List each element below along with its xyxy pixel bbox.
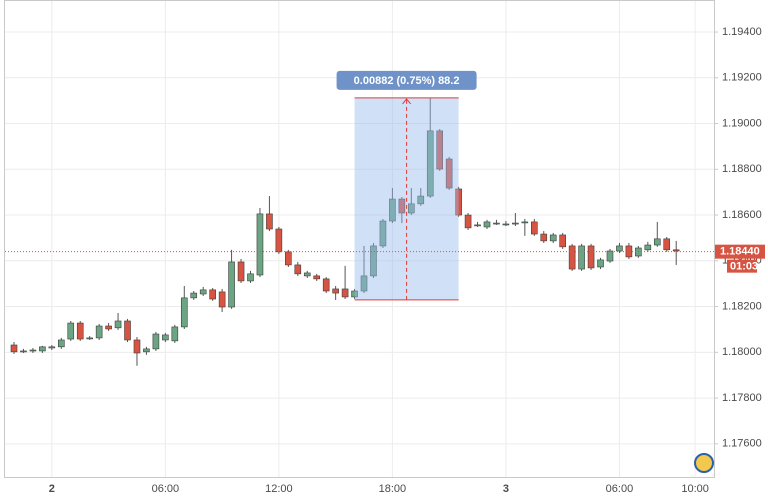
x-tick-label: 2 [49, 483, 55, 495]
y-tick-label: 1.17600 [722, 438, 762, 450]
candle-body [663, 238, 671, 251]
candle-body [247, 273, 254, 282]
candle-body [672, 249, 680, 252]
y-tick-label: 1.19400 [722, 26, 762, 38]
candle-body [341, 288, 349, 298]
candle-body [152, 333, 160, 350]
last-price-label: 1.18440 [720, 246, 760, 258]
y-tick-label: 1.19200 [722, 72, 762, 84]
countdown: 01:03 [730, 261, 758, 273]
x-tick-label: 18:00 [379, 483, 407, 495]
x-tick-label: 3 [503, 483, 509, 495]
candle-body [398, 198, 406, 214]
x-tick-label: 06:00 [152, 483, 180, 495]
measure-arrow-head [402, 98, 411, 105]
y-tick-label: 1.17800 [722, 392, 762, 404]
logo [694, 453, 714, 473]
candle-body [171, 326, 179, 342]
candle-body [275, 228, 283, 253]
candle-body [332, 288, 339, 294]
candle-body [10, 344, 18, 353]
candle-body [322, 278, 330, 292]
y-tick-label: 1.19000 [722, 117, 762, 129]
measure-label: 0.00882 (0.75%) 88.2 [354, 75, 460, 87]
candle-body [76, 322, 84, 340]
candle-body [625, 245, 633, 258]
candle-body [67, 322, 75, 340]
candle-body [360, 275, 368, 292]
candle-body [190, 292, 198, 299]
x-tick-label: 12:00 [265, 483, 293, 495]
candle-body [455, 188, 462, 216]
candle-body [436, 130, 444, 170]
candle-body [48, 346, 56, 349]
candle-body [237, 261, 245, 282]
candle-body [114, 320, 122, 329]
candle-body [29, 349, 37, 352]
candle-body [417, 195, 425, 205]
candle-body [285, 251, 292, 266]
candle-body [228, 261, 235, 308]
candle-body [294, 264, 302, 275]
candle-body [266, 213, 273, 230]
candle-body [502, 223, 510, 226]
candle-body [568, 245, 576, 270]
candle-body [426, 130, 434, 197]
candle-body [199, 289, 207, 295]
candle-body [653, 238, 661, 246]
candle-body [474, 224, 481, 227]
candle-body [597, 259, 604, 268]
candle-body [256, 213, 264, 276]
candle-body [351, 290, 358, 298]
measure-badge [336, 70, 477, 90]
candle-body [549, 234, 557, 242]
candle-body [57, 339, 65, 348]
candle-body [464, 214, 472, 229]
candle-body [105, 325, 112, 330]
grid: 1.176001.178001.180001.182001.184001.186… [5, 0, 762, 495]
candle-body [39, 346, 46, 352]
y-tick-label: 1.18600 [722, 209, 762, 221]
candle-body [521, 221, 529, 224]
x-tick-label: 06:00 [606, 483, 634, 495]
x-tick-label: 10:00 [681, 483, 709, 495]
candle-body [218, 291, 226, 308]
candle-body [483, 221, 491, 228]
candle-body [493, 222, 500, 225]
candle-body [370, 245, 377, 277]
y-tick-label: 1.18000 [722, 346, 762, 358]
candle-body [86, 337, 93, 340]
candle-body [303, 272, 311, 277]
countdown-badge [727, 259, 757, 273]
candle-body [530, 221, 538, 235]
last-price-badge [715, 244, 765, 259]
candle-body [180, 297, 188, 328]
candle-body [578, 245, 585, 270]
candle-body [606, 250, 614, 262]
candle-body [20, 350, 27, 353]
marks [10, 97, 680, 366]
y-tick-label: 1.18800 [722, 163, 762, 175]
candle-body [143, 348, 150, 353]
candle-body [379, 220, 387, 247]
candle-body [616, 245, 623, 252]
candle-body [587, 245, 595, 269]
candle-body [512, 222, 519, 225]
candle-body [133, 339, 141, 354]
candle-body [559, 234, 566, 248]
candle-body [389, 198, 396, 222]
candle-body [644, 244, 652, 251]
y-tick-label: 1.18200 [722, 300, 762, 312]
candle-body [209, 289, 216, 300]
candle-body [408, 203, 415, 214]
candle-body [540, 233, 548, 242]
candle-body [95, 325, 103, 339]
candle-body [124, 320, 131, 341]
candle-body [445, 158, 453, 189]
candle-body [313, 275, 321, 280]
candle-body [162, 334, 169, 341]
plot-frame [4, 0, 715, 478]
overlay: 0.00882 (0.75%) 88.2 1.18440 01:03 [5, 70, 765, 301]
